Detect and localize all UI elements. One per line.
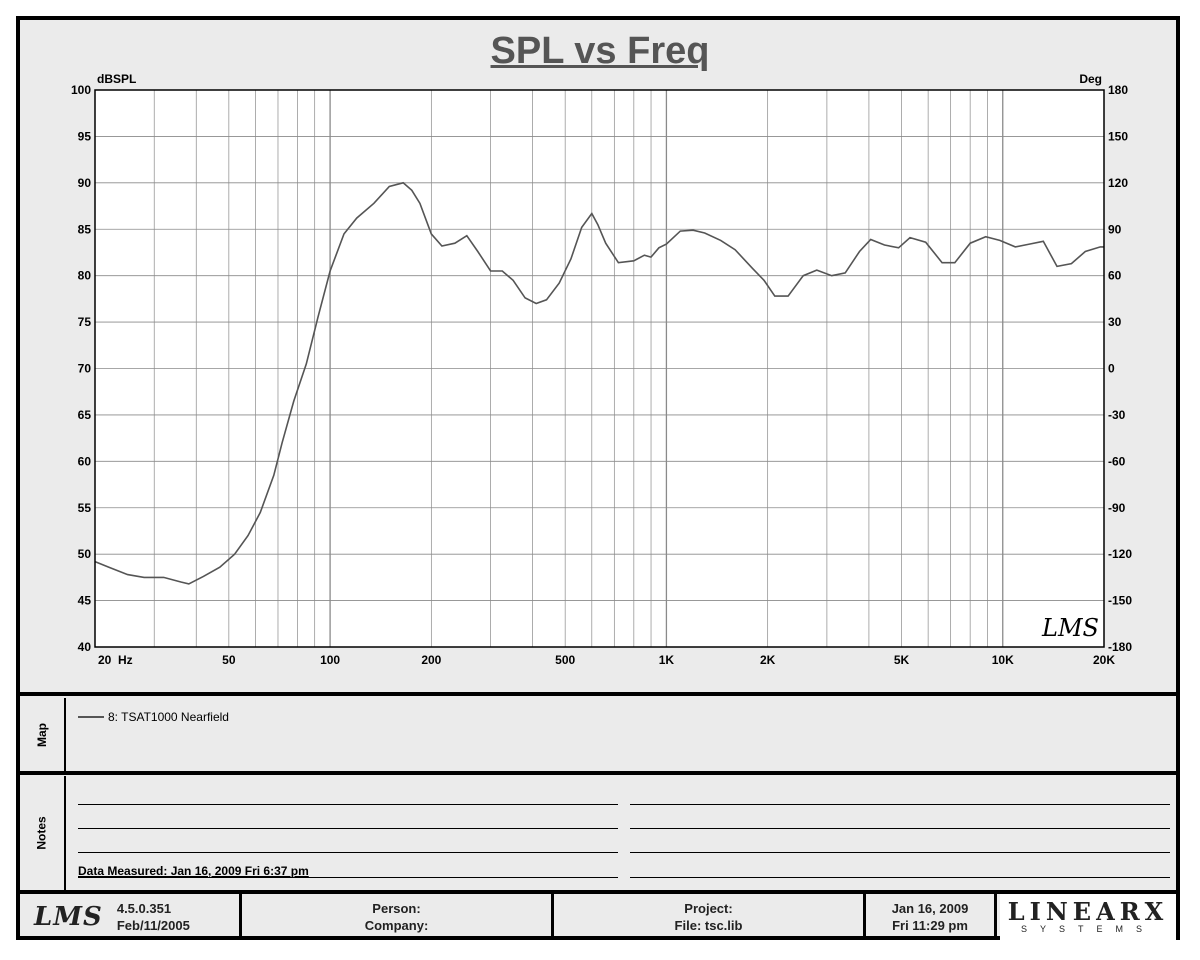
divider-footer [16,890,1180,894]
x-tick-label: 100 [320,653,340,667]
footer-version-cell: LMS 4.5.0.351 Feb/11/2005 [24,894,238,940]
legend-swatch [78,716,104,718]
linearx-wordmark: LINEARX [1007,897,1169,926]
y-tick-label-right: -30 [1108,408,1126,422]
divider-map [16,692,1180,696]
data-measured-text: Data Measured: Jan 16, 2009 Fri 6:37 pm [78,864,309,878]
footer-separator [239,894,242,940]
x-tick-label: 10K [992,653,1014,667]
note-line [630,877,1170,878]
y-tick-label-left: 75 [78,315,92,329]
y-tick-label-left: 100 [71,83,91,97]
y-tick-label-right: 60 [1108,269,1122,283]
x-tick-label: 50 [222,653,236,667]
footer-project-cell: Project: File: tsc.lib [554,894,863,940]
footer-separator [551,894,554,940]
linearx-subtitle: SYSTEMS [1020,924,1155,934]
lms-logo: LMS [34,902,103,932]
footer-date-cell: Jan 16, 2009 Fri 11:29 pm [866,894,994,940]
x-tick-label: 5K [894,653,910,667]
footer-separator [863,894,866,940]
y-axis-right-label: Deg [1079,72,1102,86]
x-tick-label: 20 Hz [98,653,133,667]
divider-notes [16,771,1180,775]
axis-ticks: 100 95 90 85 80 75 70 65 60 55 50 45 40 180 150 120 90 60… [71,83,1132,667]
map-label: Map [35,723,49,747]
legend-text: 8: TSAT1000 Nearfield [108,710,229,724]
note-line [78,804,618,805]
y-tick-label-left: 80 [78,269,92,283]
footer-date: Jan 16, 2009 [891,901,969,916]
plot-border [94,89,1105,648]
y-axis-left-label: dBSPL [97,72,136,86]
spl-chart: 100 95 90 85 80 75 70 65 60 55 50 45 40 180 150 120 90 60… [71,72,1132,667]
map-side: Map [20,698,66,772]
y-tick-label-left: 60 [78,454,92,468]
note-line [78,852,618,853]
note-line [630,828,1170,829]
y-tick-label-left: 55 [78,501,92,515]
x-tick-label: 2K [760,653,776,667]
footer-separator [994,894,997,940]
linearx-logo: LINEARX SYSTEMS [1000,894,1176,940]
note-line [78,877,618,878]
version-date: Feb/11/2005 [116,918,190,933]
y-tick-label-right: 90 [1108,222,1122,236]
version-number: 4.5.0.351 [116,901,172,916]
chart-title: SPL vs Freq [490,30,710,72]
x-tick-label: 20K [1093,653,1115,667]
series-line [94,181,1104,585]
notes-label: Notes [35,816,49,850]
legend-entry: 8: TSAT1000 Nearfield [78,710,229,724]
y-tick-label-right: 30 [1108,315,1122,329]
file-label: File: tsc.lib [674,918,743,933]
footer-person-cell: Person: Company: [242,894,551,940]
y-tick-label-right: 180 [1108,83,1128,97]
x-tick-label: 500 [555,653,575,667]
y-tick-label-left: 45 [78,594,92,608]
y-tick-label-right: -180 [1108,640,1132,654]
y-tick-label-right: -60 [1108,454,1126,468]
lms-watermark: LMS [1041,614,1099,642]
y-tick-label-right: 0 [1108,362,1115,376]
person-label: Person: [372,901,421,916]
y-tick-label-right: 150 [1108,129,1128,143]
y-tick-label-right: -150 [1108,594,1132,608]
y-tick-label-left: 50 [78,547,92,561]
x-tick-label: 1K [659,653,675,667]
y-tick-label-left: 90 [78,176,92,190]
y-tick-label-left: 95 [78,129,92,143]
footer-time: Fri 11:29 pm [892,918,968,933]
note-line [630,804,1170,805]
note-line [630,852,1170,853]
company-label: Company: [364,918,429,933]
y-tick-label-left: 40 [78,640,92,654]
notes-side: Notes [20,776,66,890]
y-tick-label-right: -90 [1108,501,1126,515]
x-tick-label: 200 [421,653,441,667]
project-label: Project: [684,901,733,916]
y-tick-label-left: 85 [78,222,92,236]
y-tick-label-left: 65 [78,408,92,422]
note-line [78,828,618,829]
y-tick-label-right: -120 [1108,547,1132,561]
y-tick-label-left: 70 [78,362,92,376]
y-tick-label-right: 120 [1108,176,1128,190]
